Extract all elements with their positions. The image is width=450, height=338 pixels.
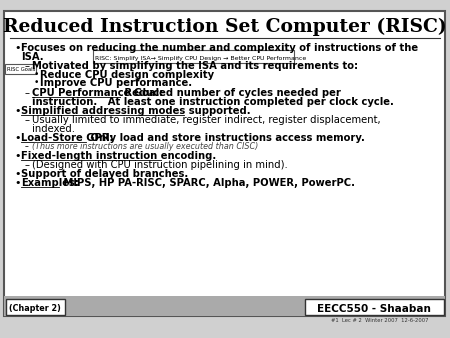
FancyBboxPatch shape <box>5 298 64 314</box>
Text: Examples:: Examples: <box>21 178 79 188</box>
Text: Improve CPU performance.: Improve CPU performance. <box>40 78 192 88</box>
Text: Load-Store GPR:: Load-Store GPR: <box>21 133 113 143</box>
Text: •: • <box>14 133 21 143</box>
Text: •: • <box>14 178 21 188</box>
Text: instruction.   At least one instruction completed per clock cycle.: instruction. At least one instruction co… <box>32 97 394 107</box>
Text: •: • <box>14 43 21 53</box>
Text: (Chapter 2): (Chapter 2) <box>9 304 61 313</box>
Text: ISA.: ISA. <box>21 52 44 62</box>
Text: Focuses on reducing the number and complexity of instructions of the: Focuses on reducing the number and compl… <box>21 43 418 53</box>
Text: Reduce CPU design complexity: Reduce CPU design complexity <box>40 70 214 80</box>
Text: (Thus more instructions are usually executed than CISC): (Thus more instructions are usually exec… <box>32 142 258 151</box>
Text: RISC Goals: RISC Goals <box>7 67 36 72</box>
FancyBboxPatch shape <box>4 64 36 73</box>
Text: CPU Performance Goal:: CPU Performance Goal: <box>32 88 163 98</box>
Text: #1  Lec # 2  Winter 2007  12-6-2007: #1 Lec # 2 Winter 2007 12-6-2007 <box>331 318 429 323</box>
Text: –: – <box>25 61 30 71</box>
Text: Simplified addressing modes supported.: Simplified addressing modes supported. <box>21 106 251 116</box>
Text: •: • <box>14 151 21 161</box>
Text: –: – <box>25 88 30 98</box>
Text: Only load and store instructions access memory.: Only load and store instructions access … <box>87 133 365 143</box>
FancyBboxPatch shape <box>4 296 445 316</box>
Text: Reduced Instruction Set Computer (RISC): Reduced Instruction Set Computer (RISC) <box>3 18 447 36</box>
FancyBboxPatch shape <box>4 11 445 316</box>
FancyBboxPatch shape <box>93 49 293 63</box>
Text: •: • <box>14 106 21 116</box>
Text: Support of delayed branches.: Support of delayed branches. <box>21 169 188 179</box>
Text: MIPS, HP PA-RISC, SPARC, Alpha, POWER, PowerPC.: MIPS, HP PA-RISC, SPARC, Alpha, POWER, P… <box>60 178 355 188</box>
Text: –: – <box>25 115 30 125</box>
Text: •: • <box>14 169 21 179</box>
Text: •: • <box>34 70 40 79</box>
Text: Usually limited to immediate, register indirect, register displacement,: Usually limited to immediate, register i… <box>32 115 381 125</box>
Text: indexed.: indexed. <box>32 124 75 134</box>
Text: (Designed with CPU instruction pipelining in mind).: (Designed with CPU instruction pipelinin… <box>32 160 288 170</box>
Text: –: – <box>25 142 29 151</box>
Text: EECC550 - Shaaban: EECC550 - Shaaban <box>317 304 431 314</box>
Text: RISC: Simplify ISA→ Simplify CPU Design → Better CPU Performance: RISC: Simplify ISA→ Simplify CPU Design … <box>95 56 306 61</box>
FancyBboxPatch shape <box>305 298 444 314</box>
Text: •: • <box>34 78 40 87</box>
Text: Motivated by simplifying the ISA and its requirements to:: Motivated by simplifying the ISA and its… <box>32 61 358 71</box>
Text: Reduced number of cycles needed per: Reduced number of cycles needed per <box>121 88 341 98</box>
Text: –: – <box>25 160 30 170</box>
Text: Fixed-length instruction encoding.: Fixed-length instruction encoding. <box>21 151 216 161</box>
